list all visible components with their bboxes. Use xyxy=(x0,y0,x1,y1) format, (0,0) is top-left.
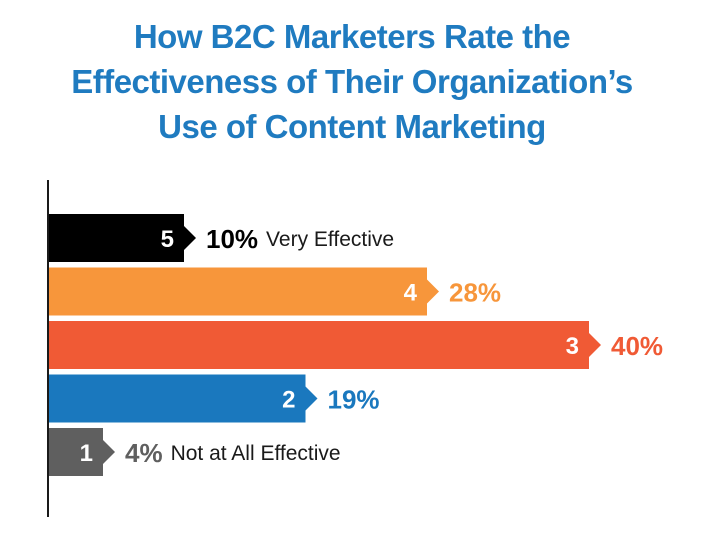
bar-rank-label: 5 xyxy=(161,226,174,253)
bar-rating-1 xyxy=(49,428,115,476)
chart-title: How B2C Marketers Rate the Effectiveness… xyxy=(0,14,704,149)
bar-rank-label: 1 xyxy=(80,440,93,467)
bar-value-label: 10% xyxy=(206,224,258,254)
bar-rating-3 xyxy=(49,321,601,369)
chart-title-line-3: Use of Content Marketing xyxy=(158,108,546,145)
bar-value-label: 40% xyxy=(611,331,663,361)
bar-value-label: 19% xyxy=(328,385,380,415)
bar-rank-label: 4 xyxy=(404,280,418,307)
bar-value-label: 4% xyxy=(125,438,163,468)
bar-description-label: Not at All Effective xyxy=(171,442,341,465)
bar-description-label: Very Effective xyxy=(266,228,394,251)
bar-value-label: 28% xyxy=(449,278,501,308)
bar-rating-5 xyxy=(49,214,196,262)
bar-rank-label: 2 xyxy=(282,387,295,414)
chart-title-line-1: How B2C Marketers Rate the xyxy=(133,18,571,55)
bar-rank-label: 3 xyxy=(566,333,579,360)
chart-title-line-2: Effectiveness of Their Organization’s xyxy=(71,63,633,100)
bar-rating-2 xyxy=(49,374,318,423)
bar-rating-4 xyxy=(49,267,439,316)
